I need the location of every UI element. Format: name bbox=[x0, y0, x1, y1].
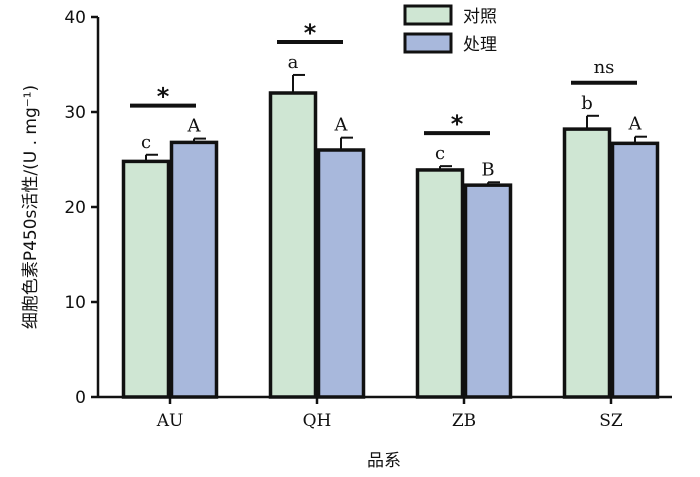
bar bbox=[463, 183, 513, 399]
x-axis-title: 品系 bbox=[367, 451, 401, 471]
bar bbox=[268, 91, 318, 399]
significance-star: * bbox=[304, 19, 317, 47]
bars bbox=[121, 73, 660, 399]
legend-swatch bbox=[403, 32, 453, 54]
x-tick-label: ZB bbox=[452, 411, 476, 431]
bar bbox=[169, 140, 219, 399]
y-tick-label: 30 bbox=[64, 103, 86, 123]
significance-letter: B bbox=[481, 159, 494, 180]
significance-star: * bbox=[157, 83, 170, 111]
significance-star: * bbox=[451, 110, 464, 138]
y-tick-label: 20 bbox=[64, 198, 86, 218]
y-tick-label: 0 bbox=[75, 388, 86, 408]
significance-text: ns bbox=[594, 57, 615, 78]
bar bbox=[316, 148, 366, 399]
bar bbox=[610, 141, 660, 399]
significance-letter: b bbox=[581, 93, 593, 114]
significance-letter: c bbox=[141, 132, 151, 153]
y-axis-title: 细胞色素P450s活性/(U . mg⁻¹) bbox=[21, 85, 41, 329]
legend-label: 处理 bbox=[463, 35, 497, 55]
significance-letter: a bbox=[288, 52, 299, 73]
x-tick-label: QH bbox=[303, 411, 332, 431]
significance-letter: A bbox=[334, 115, 349, 136]
bar bbox=[562, 127, 612, 399]
x-tick-label: AU bbox=[156, 411, 184, 431]
legend-swatch bbox=[403, 4, 453, 26]
significance-letter: c bbox=[435, 143, 445, 164]
significance-letter: A bbox=[187, 116, 202, 137]
y-tick-label: 40 bbox=[64, 8, 86, 28]
bar bbox=[121, 159, 171, 399]
legend-label: 对照 bbox=[463, 7, 497, 27]
bar bbox=[415, 168, 465, 399]
y-tick-label: 10 bbox=[64, 293, 86, 313]
x-tick-label: SZ bbox=[599, 411, 623, 431]
significance-letter: A bbox=[628, 114, 643, 135]
